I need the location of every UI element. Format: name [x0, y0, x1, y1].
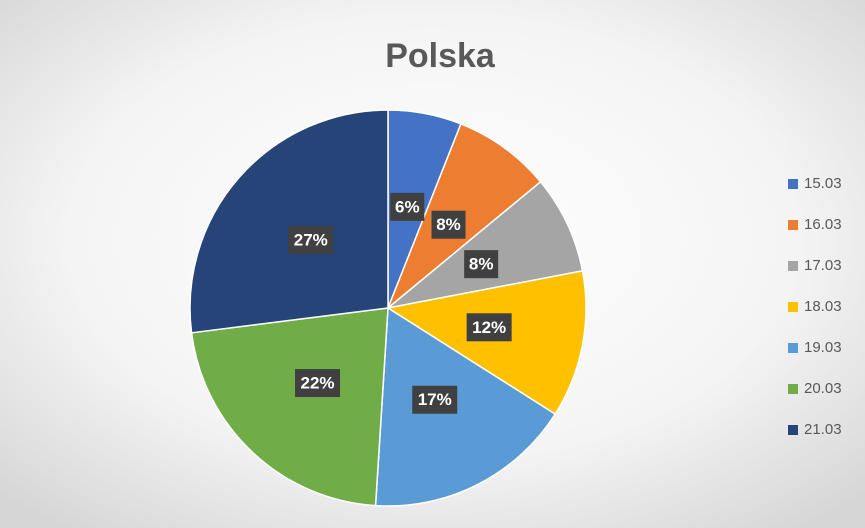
legend-swatch [788, 261, 798, 271]
data-label-box [466, 313, 512, 342]
legend-label: 17.03 [804, 257, 842, 274]
legend-label: 16.03 [804, 216, 842, 233]
chart-title: Polska [385, 37, 496, 75]
legend-label: 20.03 [804, 380, 842, 397]
data-label-box [295, 369, 341, 398]
pie-slice [374, 306, 557, 507]
data-label-box [390, 192, 425, 221]
data-label: 17% [418, 390, 452, 409]
data-label-box [288, 225, 334, 254]
data-label: 8% [436, 215, 461, 234]
legend-label: 21.03 [804, 421, 842, 438]
data-label: 8% [469, 255, 494, 274]
data-label: 6% [395, 197, 420, 216]
legend-swatch [788, 343, 798, 353]
data-label-box [431, 210, 466, 239]
legend-label: 19.03 [804, 339, 842, 356]
legend-swatch [788, 425, 798, 435]
legend-swatch [788, 302, 798, 312]
pie-slice [189, 109, 389, 334]
legend-swatch [788, 384, 798, 394]
legend-swatch [788, 220, 798, 230]
data-label: 27% [294, 230, 328, 249]
pie-slice [190, 307, 389, 507]
legend-label: 15.03 [804, 175, 842, 192]
data-label: 22% [301, 374, 335, 393]
legend-swatch [788, 179, 798, 189]
data-label: 12% [472, 318, 506, 337]
pie-slice [385, 270, 587, 416]
data-label-box [464, 250, 499, 279]
data-label-box [412, 385, 458, 414]
legend-label: 18.03 [804, 298, 842, 315]
pie-slice [387, 180, 584, 309]
